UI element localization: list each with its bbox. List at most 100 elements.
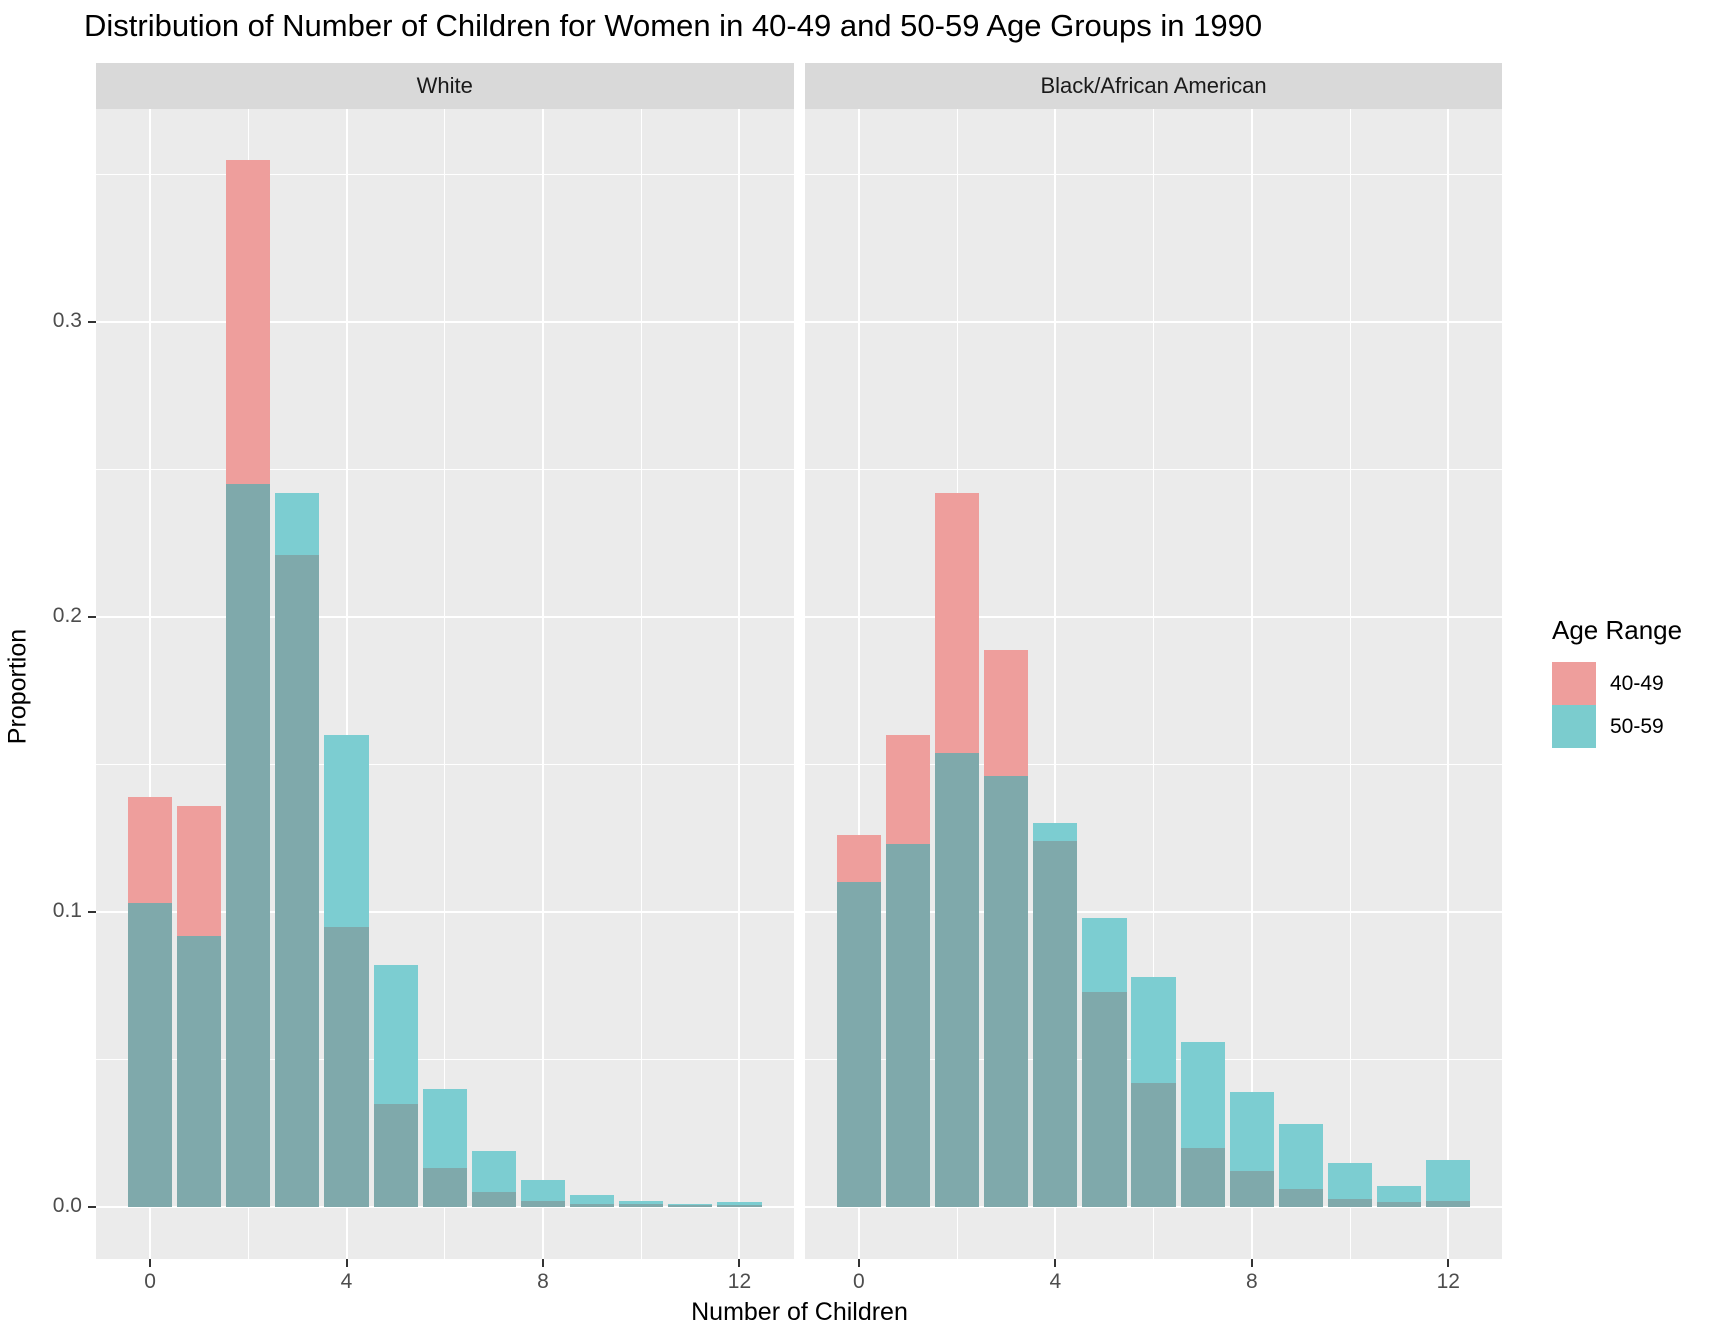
- facet-panel-white: [96, 109, 794, 1259]
- bar-50-59-segment: [1426, 1159, 1471, 1201]
- bar-40-49-segment: [885, 735, 931, 845]
- bar-40-49-segment: [984, 649, 1029, 777]
- y-major-gridline: [96, 910, 794, 913]
- facet-panel-black-african-american: [804, 109, 1503, 1259]
- bar-overlap-segment: [717, 1205, 762, 1207]
- y-tick-mark: [88, 1205, 96, 1208]
- bar-overlap-segment: [520, 1200, 566, 1207]
- bar-overlap-segment: [570, 1203, 615, 1207]
- bar-overlap-segment: [1229, 1171, 1274, 1207]
- bar-50-59-segment: [324, 735, 369, 927]
- bar-50-59-segment: [1033, 823, 1078, 842]
- bar-50-59-segment: [1131, 976, 1176, 1083]
- x-minor-gridline: [444, 109, 446, 1259]
- bar-40-49-segment: [127, 796, 173, 904]
- bar-overlap-segment: [1033, 841, 1078, 1207]
- x-tick-label: 0: [144, 1270, 156, 1293]
- bar-overlap-segment: [1180, 1147, 1225, 1207]
- bar-40-49-segment: [836, 835, 881, 883]
- bar-overlap-segment: [471, 1192, 516, 1207]
- bar-50-59-segment: [570, 1195, 615, 1204]
- x-tick-mark: [1054, 1259, 1057, 1267]
- facet-strip-white: White: [96, 63, 794, 109]
- legend-item-50-59: 50-59: [1552, 705, 1682, 748]
- bar-50-59-segment: [717, 1202, 762, 1206]
- x-tick-label: 12: [727, 1270, 752, 1293]
- x-major-gridline: [345, 109, 348, 1259]
- bar-overlap-segment: [226, 484, 271, 1207]
- y-axis-title: Proportion: [3, 628, 32, 745]
- bar-50-59-segment: [1180, 1041, 1225, 1148]
- plot-title: Distribution of Number of Children for W…: [84, 8, 1263, 43]
- x-major-gridline: [1250, 109, 1253, 1259]
- bar-50-59-segment: [1327, 1162, 1373, 1200]
- y-major-gridline: [96, 1205, 794, 1208]
- x-tick-mark: [738, 1259, 741, 1267]
- bar-50-59-segment: [275, 493, 320, 556]
- bar-overlap-segment: [836, 882, 881, 1207]
- y-tick-label: 0.1: [52, 898, 82, 922]
- x-tick-mark: [857, 1259, 860, 1267]
- bar-overlap-segment: [1426, 1200, 1471, 1207]
- x-major-gridline: [738, 109, 741, 1259]
- x-major-gridline: [149, 109, 152, 1259]
- y-major-gridline: [804, 321, 1503, 324]
- x-tick-mark: [345, 1259, 348, 1267]
- bar-overlap-segment: [324, 926, 369, 1207]
- bar-overlap-segment: [1278, 1189, 1323, 1207]
- bar-50-59-segment: [668, 1203, 713, 1206]
- bar-overlap-segment: [127, 903, 173, 1207]
- x-tick-label: 4: [1049, 1270, 1062, 1293]
- y-tick-label: 0.0: [52, 1193, 82, 1217]
- legend-item-40-49: 40-49: [1552, 662, 1682, 705]
- y-tick-label: 0.3: [52, 309, 82, 333]
- bar-overlap-segment: [275, 555, 320, 1207]
- x-tick-label: 8: [537, 1270, 549, 1293]
- legend-label-40-49: 40-49: [1610, 671, 1664, 695]
- y-major-gridline: [804, 910, 1503, 913]
- x-tick-label: 8: [1245, 1270, 1258, 1293]
- bar-50-59-segment: [1082, 917, 1127, 992]
- bar-50-59-segment: [1278, 1124, 1323, 1190]
- bar-overlap-segment: [668, 1205, 713, 1207]
- x-tick-mark: [149, 1259, 152, 1267]
- bar-50-59-segment: [471, 1150, 516, 1193]
- bar-40-49-segment: [226, 160, 271, 485]
- bar-overlap-segment: [619, 1203, 664, 1207]
- bar-40-49-segment: [177, 805, 222, 936]
- legend: Age Range 40-49 50-59: [1552, 615, 1682, 748]
- y-major-gridline: [96, 321, 794, 324]
- bar-overlap-segment: [1327, 1199, 1373, 1207]
- bar-overlap-segment: [984, 776, 1029, 1207]
- bar-50-59-segment: [619, 1200, 664, 1204]
- bar-overlap-segment: [885, 844, 931, 1207]
- y-major-gridline: [96, 616, 794, 619]
- x-tick-mark: [1250, 1259, 1253, 1267]
- x-major-gridline: [541, 109, 544, 1259]
- x-major-gridline: [1447, 109, 1450, 1259]
- bar-50-59-segment: [373, 965, 418, 1104]
- bar-overlap-segment: [1131, 1082, 1176, 1207]
- bar-50-59-segment: [1229, 1091, 1274, 1172]
- facet-strip-black-african-american: Black/African American: [804, 63, 1503, 109]
- legend-swatch-40-49: [1552, 662, 1596, 705]
- y-tick-mark: [88, 321, 96, 324]
- legend-title: Age Range: [1552, 615, 1683, 645]
- x-minor-gridline: [640, 109, 642, 1259]
- x-major-gridline: [857, 109, 860, 1259]
- x-tick-mark: [541, 1259, 544, 1267]
- y-major-gridline: [804, 616, 1503, 619]
- bar-50-59-segment: [1377, 1186, 1422, 1203]
- bar-overlap-segment: [422, 1168, 467, 1207]
- x-tick-label: 0: [852, 1270, 865, 1293]
- x-minor-gridline: [1153, 109, 1155, 1259]
- y-tick-mark: [88, 616, 96, 619]
- y-major-gridline: [804, 1205, 1503, 1208]
- x-minor-gridline: [1349, 109, 1351, 1259]
- y-tick-label: 0.2: [52, 604, 82, 628]
- bar-50-59-segment: [520, 1180, 566, 1201]
- legend-label-50-59: 50-59: [1610, 714, 1664, 738]
- bar-overlap-segment: [1082, 991, 1127, 1207]
- x-tick-mark: [1447, 1259, 1450, 1267]
